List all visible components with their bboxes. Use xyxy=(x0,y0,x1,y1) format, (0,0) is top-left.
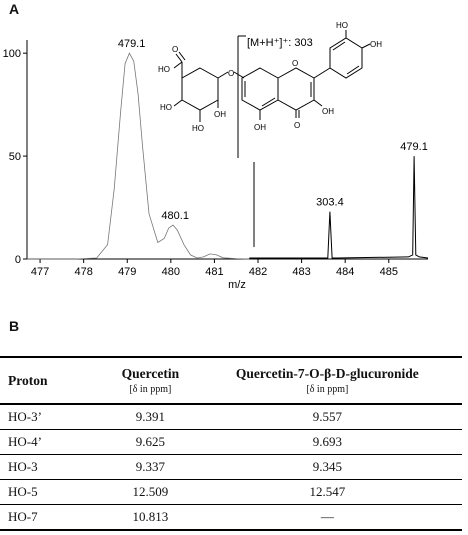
header-glucuronide: Quercetin-7-O-β-D-glucuronide [δ in ppm] xyxy=(193,357,462,404)
glucuronide-shift-cell: 9.345 xyxy=(192,454,462,480)
x-tick-label: 480 xyxy=(162,266,180,278)
header-unit: [δ in ppm] xyxy=(306,384,349,395)
atom-label: O xyxy=(172,45,178,54)
peak-label: 480.1 xyxy=(161,210,189,222)
atom-label: HO xyxy=(336,21,348,30)
x-tick-label: 478 xyxy=(74,266,92,278)
y-ticks: 0 50 100 xyxy=(3,48,27,266)
atom-label: OH xyxy=(370,40,382,49)
msms-trace xyxy=(249,156,429,259)
x-tick-label: 477 xyxy=(31,266,49,278)
atom-label: O xyxy=(292,59,298,68)
table-row: HO-5 12.509 12.547 xyxy=(0,479,462,505)
a-ring xyxy=(241,67,279,111)
proton-cell: HO-5 xyxy=(0,479,108,505)
molecule-structure xyxy=(173,30,371,122)
quercetin-shift-cell: 9.391 xyxy=(108,404,193,430)
glucuronide-shift-cell: 12.547 xyxy=(192,479,462,505)
bond xyxy=(173,99,183,107)
mass-spectrum-chart: 477 478 479 480 481 482 483 484 485 0 50 100 m/z 4… xyxy=(3,21,429,291)
fragment-annotation: [M+H⁺]⁺: 303 xyxy=(247,37,313,49)
glucuronide-shift-cell: — xyxy=(192,504,462,531)
bond xyxy=(233,71,245,79)
bond xyxy=(217,71,229,79)
peak-labels: 479.1 480.1 303.4 479.1 xyxy=(118,38,428,222)
peak-label: 479.1 xyxy=(118,38,146,50)
x-tick-label: 483 xyxy=(292,266,310,278)
panel-label-b: B xyxy=(9,318,20,334)
atom-labels: O HO HO HO O OH HO OH OH OH O O xyxy=(158,21,382,133)
peak-label: 479.1 xyxy=(400,141,428,153)
header-quercetin: Quercetin [δ in ppm] xyxy=(108,357,193,404)
atom-label: OH xyxy=(214,110,226,119)
c-ring xyxy=(277,67,315,111)
table-header-row: Proton Quercetin [δ in ppm] Quercetin-7-… xyxy=(0,357,462,404)
bond xyxy=(313,67,331,79)
table-row: HO-3 9.337 9.345 xyxy=(0,454,462,480)
proton-cell: HO-3’ xyxy=(0,404,108,430)
x-tick-label: 479 xyxy=(118,266,136,278)
b-ring xyxy=(329,37,363,79)
header-unit: [δ in ppm] xyxy=(129,384,172,395)
x-tick-label: 484 xyxy=(336,266,354,278)
header-label: Quercetin xyxy=(121,366,180,381)
x-axis-label: m/z xyxy=(228,279,246,291)
nmr-shift-table: Proton Quercetin [δ in ppm] Quercetin-7-… xyxy=(0,356,462,531)
proton-cell: HO-4’ xyxy=(0,429,108,455)
y-tick-label: 100 xyxy=(3,48,21,60)
bond xyxy=(361,43,371,49)
x-ticks: 477 478 479 480 481 482 483 484 485 xyxy=(31,259,398,278)
table-row: HO-4’ 9.625 9.693 xyxy=(0,429,462,455)
spectrum-trace xyxy=(27,52,250,260)
atom-label: O xyxy=(228,69,234,78)
sugar-ring xyxy=(181,67,219,111)
x-tick-label: 485 xyxy=(380,266,398,278)
x-tick-label: 482 xyxy=(249,266,267,278)
bond xyxy=(346,65,360,75)
x-tick-label: 481 xyxy=(205,266,223,278)
header-proton: Proton xyxy=(0,357,108,404)
atom-label: O xyxy=(294,121,300,130)
atom-label: HO xyxy=(160,103,172,112)
atom-label: HO xyxy=(158,65,170,74)
y-tick-label: 0 xyxy=(15,254,21,266)
chart-axes xyxy=(26,40,428,260)
atom-label: OH xyxy=(254,123,266,132)
atom-label: OH xyxy=(322,107,334,116)
quercetin-shift-cell: 12.509 xyxy=(108,479,193,505)
header-label: Proton xyxy=(8,372,48,388)
quercetin-shift-cell: 9.337 xyxy=(108,454,193,480)
spectrum-series xyxy=(27,52,429,260)
peak-label: 303.4 xyxy=(316,197,344,209)
table-row: HO-7 10.813 — xyxy=(0,504,462,531)
bond xyxy=(175,53,183,63)
table-row: HO-3’ 9.391 9.557 xyxy=(0,404,462,430)
quercetin-shift-cell: 9.625 xyxy=(108,429,193,455)
header-label: Quercetin-7-O-β-D-glucuronide xyxy=(235,366,419,381)
panel-label-a: A xyxy=(9,1,20,17)
bond xyxy=(313,99,323,107)
atom-label: HO xyxy=(192,124,204,133)
bond xyxy=(261,97,276,107)
glucuronide-shift-cell: 9.693 xyxy=(192,429,462,455)
quercetin-shift-cell: 10.813 xyxy=(108,504,193,531)
bond xyxy=(178,51,186,61)
bond xyxy=(332,41,346,51)
bond xyxy=(173,61,183,69)
y-tick-label: 50 xyxy=(9,151,21,163)
proton-cell: HO-7 xyxy=(0,504,108,531)
proton-cell: HO-3 xyxy=(0,454,108,480)
glucuronide-shift-cell: 9.557 xyxy=(192,404,462,430)
